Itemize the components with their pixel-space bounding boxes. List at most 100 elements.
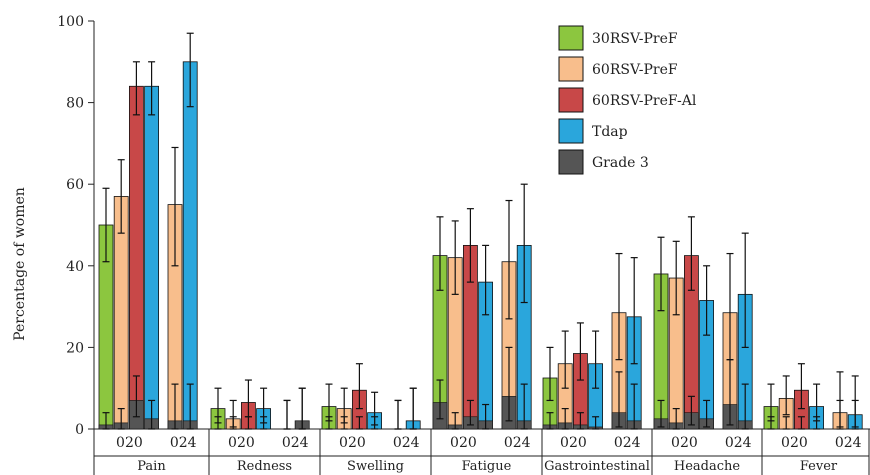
error-bar [371,416,379,430]
y-tick-label: 100 [57,14,84,30]
error-bar [117,159,125,234]
legend-swatch [558,87,584,113]
error-bar [244,416,252,430]
error-bar [703,399,711,428]
error-bars [102,32,859,430]
group-label: Redness [237,459,292,474]
error-bar [102,412,110,430]
error-bar [767,416,775,430]
x-labels: 020 024 Pain 020 024 Redness 020 024 Swelling 020… [116,435,862,474]
legend-item: 60RSV-PreF-Al [558,87,697,113]
error-bar [260,416,268,430]
study-label: 024 [725,435,752,451]
error-bar [171,383,179,430]
error-bar [672,240,680,316]
error-bar [466,208,474,283]
error-bar [726,359,734,426]
legend-swatch [558,149,584,175]
study-label: 024 [170,435,197,451]
study-label: 024 [282,435,309,451]
error-bar [797,416,805,430]
study-label: 024 [504,435,531,451]
study-label: 020 [560,435,587,451]
error-bar [615,371,623,428]
group-label: Gastrointestinal [544,459,650,474]
error-bar [451,412,459,430]
error-bar [782,416,790,430]
legend-label: Grade 3 [592,155,649,171]
error-bar [355,363,363,410]
error-bar [283,399,291,430]
error-bar [546,346,554,402]
error-bar [409,387,417,430]
error-bar [672,408,680,430]
error-bar [451,220,459,295]
error-bar [741,232,749,348]
study-label: 020 [781,435,808,451]
legend-item: 60RSV-PreF [558,56,678,82]
error-bar [505,199,513,320]
study-label: 024 [835,435,862,451]
error-bar [186,32,194,108]
y-axis-label: Percentage of women [12,187,28,341]
study-label: 020 [671,435,698,451]
error-bar [117,408,125,430]
error-bar [657,236,665,312]
error-bar [394,399,402,430]
error-bar [171,146,179,267]
error-bar [436,216,444,291]
error-bar [214,416,222,430]
error-bar [298,387,306,430]
error-bar [132,61,140,116]
error-bar [561,330,569,389]
error-bar [576,412,584,430]
y-tick-label: 20 [66,340,84,356]
error-bar [782,375,790,416]
legend-label: 30RSV-PreF [592,31,678,47]
study-label: 024 [614,435,641,451]
error-bar [687,216,695,291]
legend-swatch [558,25,584,51]
bars [98,61,863,430]
error-bar [797,363,805,410]
error-bar [851,399,859,430]
error-bar [561,408,569,430]
legend-swatch [558,56,584,82]
y-tick-label: 40 [66,259,84,275]
error-bar [466,399,474,426]
error-bar [615,252,623,361]
legend-item: Grade 3 [558,149,649,175]
error-bar [592,330,600,389]
error-bar [148,61,156,116]
error-bar [340,416,348,430]
legend-item: Tdap [558,118,628,144]
legend-label: 60RSV-PreF-Al [592,93,697,109]
error-bar [102,187,110,263]
error-bar [505,346,513,422]
error-bar [325,416,333,430]
legend-swatch [558,118,584,144]
study-label: 020 [116,435,143,451]
error-bar [741,383,749,430]
bar-tdap [182,61,198,430]
y-tick-label: 80 [66,96,84,112]
y-tick-label: 0 [75,422,84,438]
group-label: Pain [137,459,166,474]
study-label: 024 [393,435,420,451]
study-label: 020 [228,435,255,451]
error-bar [592,416,600,430]
group-label: Headache [674,459,741,474]
legend-label: 60RSV-PreF [592,62,678,78]
error-bar [132,375,140,418]
error-bar [687,395,695,426]
error-bar [703,265,711,336]
error-bar [482,244,490,316]
error-bar [657,399,665,428]
legend-label: Tdap [592,124,628,140]
error-bar [576,322,584,381]
error-bar [520,183,528,304]
legend-item: 30RSV-PreF [558,25,678,51]
y-tick-label: 60 [66,177,84,193]
error-bar [520,383,528,430]
